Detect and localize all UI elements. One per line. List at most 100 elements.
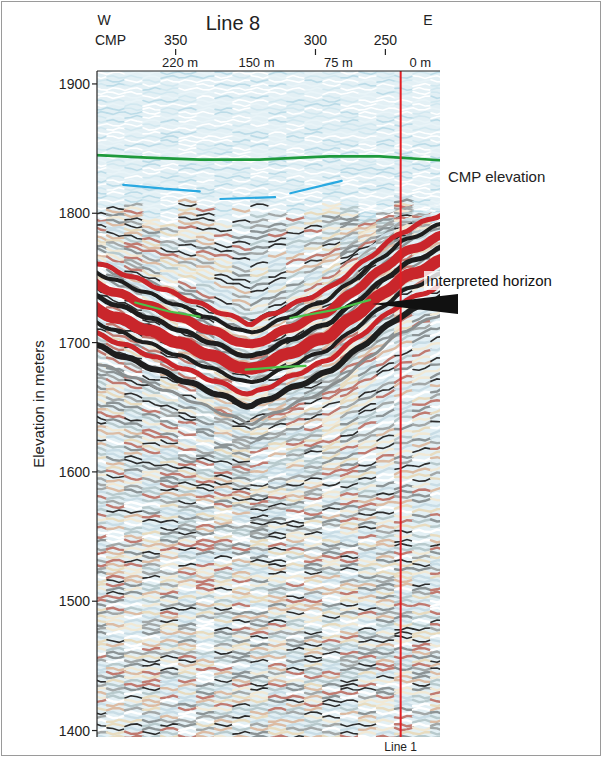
texture-stroke <box>287 80 305 83</box>
texture-stroke <box>179 84 197 87</box>
texture-stroke <box>251 267 269 270</box>
texture-stroke <box>161 108 179 111</box>
texture-stroke <box>143 376 161 380</box>
texture-stroke <box>305 438 323 441</box>
texture-stroke <box>215 464 233 468</box>
texture-stroke <box>97 443 107 446</box>
texture-stroke <box>179 213 197 216</box>
texture-stroke <box>413 365 431 371</box>
texture-stroke <box>305 233 323 237</box>
texture-stroke <box>143 404 161 409</box>
texture-stroke <box>431 340 440 344</box>
texture-stroke <box>251 184 269 187</box>
texture-stroke <box>97 447 107 451</box>
texture-stroke <box>287 100 305 102</box>
texture-stroke <box>377 84 395 87</box>
texture-stroke <box>215 229 233 232</box>
texture-stroke <box>107 392 125 397</box>
texture-stroke <box>179 257 197 260</box>
texture-stroke <box>323 176 341 179</box>
texture-stroke <box>233 431 251 436</box>
texture-stroke <box>97 461 107 464</box>
texture-stroke <box>359 192 377 194</box>
texture-stroke <box>305 453 323 456</box>
texture-stroke <box>215 124 233 126</box>
texture-stroke <box>125 447 143 450</box>
texture-stroke <box>431 72 440 75</box>
texture-stroke <box>251 124 269 127</box>
texture-stroke <box>143 455 161 457</box>
texture-stroke <box>143 132 161 134</box>
texture-stroke <box>323 132 341 134</box>
texture-stroke <box>197 132 215 134</box>
texture-stroke <box>233 469 251 473</box>
texture-stroke <box>143 84 161 87</box>
texture-stroke <box>377 100 395 102</box>
texture-stroke <box>287 241 305 245</box>
texture-stroke <box>125 152 143 154</box>
texture-stroke <box>395 385 413 390</box>
texture-stroke <box>143 96 161 99</box>
texture-stroke <box>413 401 431 405</box>
texture-stroke <box>215 214 233 216</box>
texture-stroke <box>395 164 413 167</box>
texture-stroke <box>269 264 287 267</box>
texture-stroke <box>251 235 269 239</box>
texture-stroke <box>395 136 413 138</box>
texture-stroke <box>305 144 323 147</box>
texture-stroke <box>97 393 107 397</box>
texture-stroke <box>359 104 377 107</box>
texture-stroke <box>305 132 323 134</box>
texture-stroke <box>97 188 107 191</box>
texture-stroke <box>161 96 179 98</box>
texture-stroke <box>287 184 305 187</box>
texture-stroke <box>197 108 215 111</box>
texture-stroke <box>215 403 233 407</box>
texture-stroke <box>431 112 440 115</box>
texture-stroke <box>395 92 413 95</box>
texture-stroke <box>233 168 251 170</box>
texture-stroke <box>431 394 440 398</box>
texture-stroke <box>251 256 269 260</box>
texture-stroke <box>97 455 107 459</box>
texture-stroke <box>395 152 413 155</box>
texture-stroke <box>97 217 107 221</box>
texture-stroke <box>305 152 323 155</box>
texture-stroke <box>323 458 341 463</box>
texture-stroke <box>305 457 323 461</box>
texture-stroke <box>197 168 215 171</box>
texture-stroke <box>431 372 440 377</box>
texture-stroke <box>233 180 251 182</box>
texture-stroke <box>359 96 377 98</box>
texture-stroke <box>107 249 125 252</box>
texture-stroke <box>305 208 323 211</box>
texture-stroke <box>431 96 440 99</box>
texture-stroke <box>125 92 143 94</box>
texture-stroke <box>143 241 161 246</box>
texture-stroke <box>269 92 287 94</box>
texture-stroke <box>287 96 305 98</box>
texture-stroke <box>143 72 161 74</box>
texture-stroke <box>269 140 287 143</box>
texture-stroke <box>413 72 431 75</box>
texture-stroke <box>341 184 359 187</box>
texture-stroke <box>395 411 413 416</box>
texture-stroke <box>107 192 125 195</box>
texture-stroke <box>359 120 377 123</box>
texture-stroke <box>431 200 440 203</box>
texture-stroke <box>161 176 179 178</box>
texture-stroke <box>197 435 215 440</box>
texture-stroke <box>431 144 440 146</box>
texture-stroke <box>143 120 161 122</box>
texture-stroke <box>233 148 251 151</box>
texture-stroke <box>431 164 440 166</box>
texture-stroke <box>97 204 107 206</box>
texture-stroke <box>341 164 359 166</box>
texture-stroke <box>431 361 440 365</box>
texture-stroke <box>323 164 341 167</box>
texture-stroke <box>287 148 305 150</box>
texture-stroke <box>287 176 305 179</box>
texture-stroke <box>161 144 179 146</box>
texture-stroke <box>377 200 395 203</box>
texture-stroke <box>413 381 431 384</box>
